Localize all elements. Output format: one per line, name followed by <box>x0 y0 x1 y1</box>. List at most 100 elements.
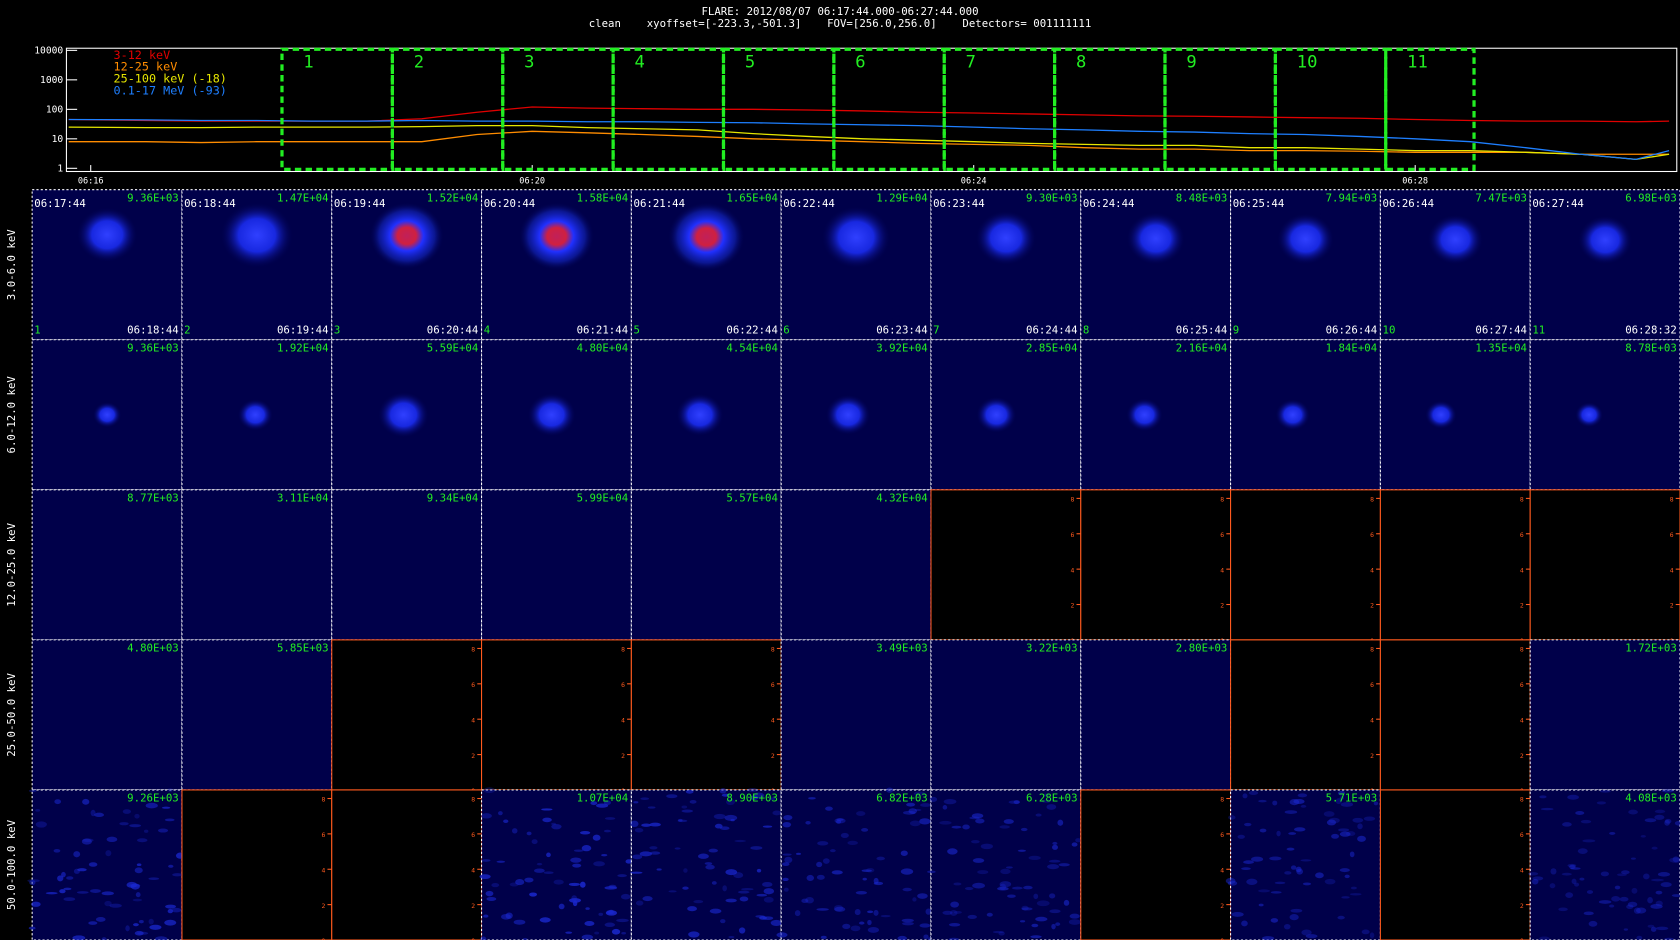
empty-axis-label: 4 <box>621 716 625 724</box>
image-speckle <box>1020 827 1028 832</box>
image-speckle <box>711 881 717 885</box>
end-time: 06:27:44 <box>1475 323 1527 336</box>
image-speckle <box>1300 859 1312 862</box>
source-blob <box>821 206 892 269</box>
image-speckle <box>481 859 491 862</box>
image-speckle <box>1246 878 1258 885</box>
image-speckle <box>136 863 142 867</box>
empty-axis-label: 4 <box>321 866 325 874</box>
empty-axis-label: 6 <box>1670 531 1674 539</box>
image-speckle <box>1031 923 1039 928</box>
image-speckle <box>1350 886 1357 890</box>
image-speckle <box>1284 810 1298 814</box>
image-speckle <box>1627 901 1638 908</box>
image-speckle <box>553 879 564 885</box>
empty-axis-label: 8 <box>1220 796 1224 804</box>
image-speckle <box>756 893 768 897</box>
empty-axis-label: 4 <box>1220 866 1224 874</box>
image-speckle <box>649 822 661 827</box>
interval-number: 3 <box>334 323 340 336</box>
image-speckle <box>1531 878 1539 885</box>
image-speckle <box>1582 839 1596 843</box>
peak-value: 1.47E+04 <box>277 192 329 205</box>
empty-axis-label: 4 <box>771 716 775 724</box>
image-speckle <box>1055 922 1061 926</box>
image-speckle <box>1655 926 1669 931</box>
peak-value: 5.71E+03 <box>1326 792 1378 805</box>
image-speckle <box>972 858 985 863</box>
image-speckle <box>1237 834 1245 839</box>
image-speckle <box>1647 897 1653 904</box>
image-speckle <box>948 937 960 940</box>
interval-number: 7 <box>933 323 939 336</box>
empty-axis-label: 6 <box>771 681 775 689</box>
peak-value: 2.80E+03 <box>1176 642 1228 655</box>
image-speckle <box>923 934 929 940</box>
empty-axis-label: 8 <box>1370 496 1374 504</box>
image-speckle <box>914 808 922 812</box>
image-speckle <box>1644 818 1657 823</box>
empty-axis-label: 6 <box>1220 531 1224 539</box>
image-panel <box>780 639 932 791</box>
image-speckle <box>513 919 526 925</box>
image-speckle <box>738 927 746 934</box>
image-speckle <box>546 852 551 858</box>
image-speckle <box>1269 856 1282 861</box>
peak-value: 4.32E+04 <box>876 492 928 505</box>
image-speckle <box>135 892 141 898</box>
image-speckle <box>1651 878 1664 882</box>
interval-box <box>1384 47 1476 171</box>
y-tick-label: 1000 <box>40 75 63 86</box>
source-blob <box>518 202 595 271</box>
image-speckle <box>1323 811 1335 817</box>
image-speckle <box>714 823 723 829</box>
image-speckle <box>1671 894 1680 897</box>
peak-value: 1.29E+04 <box>876 192 928 205</box>
image-speckle <box>929 796 938 802</box>
interval-label: 4 <box>635 53 645 73</box>
image-speckle <box>728 935 735 939</box>
image-speckle <box>1672 856 1680 863</box>
image-speckle <box>483 787 496 794</box>
image-speckle <box>104 900 112 907</box>
image-speckle <box>28 926 36 930</box>
peak-value: 9.26E+03 <box>127 792 179 805</box>
empty-axis-label: 8 <box>1370 646 1374 654</box>
image-speckle <box>1295 866 1302 873</box>
image-speckle <box>1297 793 1308 798</box>
image-speckle <box>834 906 846 912</box>
image-speckle <box>53 848 61 853</box>
image-speckle <box>649 846 658 850</box>
image-speckle <box>1655 900 1663 907</box>
image-speckle <box>35 821 47 828</box>
image-speckle <box>642 896 653 902</box>
image-speckle <box>772 810 782 816</box>
empty-panel <box>1379 639 1531 791</box>
image-speckle <box>1643 873 1650 880</box>
image-speckle <box>1338 828 1350 832</box>
image-speckle <box>165 904 176 909</box>
peak-value: 1.35E+04 <box>1475 342 1527 355</box>
end-time: 06:26:44 <box>1326 323 1378 336</box>
image-speckle <box>1357 835 1366 842</box>
empty-axis-label: 8 <box>1520 796 1524 804</box>
image-speckle <box>1048 859 1061 863</box>
image-speckle <box>842 923 851 930</box>
interval-box <box>1163 47 1277 171</box>
image-panel <box>1230 789 1381 940</box>
image-speckle <box>1225 877 1236 885</box>
empty-axis-label: 8 <box>321 796 325 804</box>
end-time: 06:22:44 <box>726 323 778 336</box>
image-speckle <box>980 843 993 850</box>
peak-value: 5.85E+03 <box>277 642 329 655</box>
empty-panel <box>1230 489 1381 641</box>
image-speckle <box>1041 799 1051 803</box>
interval-label: 10 <box>1297 53 1318 73</box>
image-speckle <box>572 863 582 868</box>
image-speckle <box>770 919 782 927</box>
image-speckle <box>873 909 879 916</box>
image-speckle <box>1324 878 1336 885</box>
image-speckle <box>948 923 961 927</box>
empty-panel <box>1379 789 1531 940</box>
